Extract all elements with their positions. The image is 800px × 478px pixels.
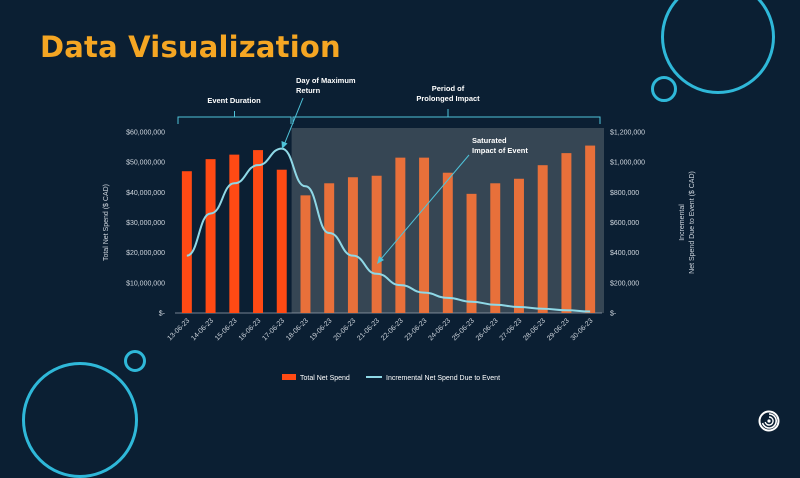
y-tick-label-left: $-	[159, 311, 166, 318]
y-tick-label-right: $1,000,000	[610, 160, 645, 167]
y-tick-label-right: $1,200,000	[610, 130, 645, 137]
x-tick-label: 26-06-23	[475, 317, 500, 342]
legend-label-incremental: Incremental Net Spend Due to Event	[386, 375, 500, 382]
annotation-prolonged-impact: Prolonged Impact	[416, 94, 480, 103]
y-axis-title-right: Net Spend Due to Event ($ CAD)	[689, 171, 696, 274]
legend-label-total-net-spend: Total Net Spend	[300, 375, 350, 382]
slide-title: Data Visualization	[40, 30, 341, 64]
arrow-saturated-impact	[380, 154, 470, 260]
decorative-ring-small-bottom-left	[124, 350, 146, 372]
bar-total-net-spend	[347, 177, 358, 313]
y-tick-label-right: $200,000	[610, 280, 639, 287]
prolonged-impact-bracket	[292, 116, 601, 124]
bar-total-net-spend	[561, 153, 572, 313]
decorative-ring-small-top-right	[651, 76, 677, 102]
x-tick-label: 29-06-23	[546, 317, 571, 342]
bar-total-net-spend	[324, 183, 335, 313]
series-line-incremental	[186, 147, 591, 313]
arrowhead-saturated-impact	[377, 256, 384, 264]
annotation-saturated-impact: Saturated	[472, 136, 507, 145]
decorative-ring-large-top-right	[661, 0, 775, 94]
annotation-event-duration: Event Duration	[207, 96, 261, 105]
event-duration-bracket	[177, 116, 292, 124]
y-axis-title-right: Incremental	[679, 204, 686, 241]
bar-total-net-spend	[442, 172, 453, 313]
x-tick-label: 14-06-23	[190, 317, 215, 342]
annotation-saturated-impact: Impact of Event	[472, 146, 528, 155]
bar-total-net-spend	[371, 175, 382, 313]
y-tick-label-right: $-	[610, 311, 617, 318]
y-tick-label-right: $600,000	[610, 220, 639, 227]
x-tick-label: 23-06-23	[404, 317, 429, 342]
x-tick-label: 18-06-23	[285, 317, 310, 342]
x-tick-label: 25-06-23	[451, 317, 476, 342]
legend-swatch-total-net-spend	[282, 374, 296, 380]
y-tick-label-left: $40,000,000	[126, 190, 165, 197]
y-tick-label-right: $800,000	[610, 190, 639, 197]
bar-total-net-spend	[537, 165, 548, 313]
arrow-max-return	[283, 97, 304, 146]
x-tick-label: 24-06-23	[427, 317, 452, 342]
bar-total-net-spend	[276, 169, 287, 313]
y-tick-label-left: $50,000,000	[126, 160, 165, 167]
y-axis-title-left: Total Net Spend ($ CAD)	[103, 184, 110, 261]
x-tick-label: 13-06-23	[167, 317, 192, 342]
x-tick-label: 17-06-23	[261, 317, 286, 342]
bar-total-net-spend	[253, 150, 264, 313]
annotation-max-return: Day of Maximum	[296, 76, 356, 85]
bar-total-net-spend	[181, 171, 192, 313]
x-tick-label: 15-06-23	[214, 317, 239, 342]
bar-total-net-spend	[466, 193, 477, 313]
y-tick-label-left: $20,000,000	[126, 250, 165, 257]
y-tick-label-right: $400,000	[610, 250, 639, 257]
x-tick-label: 28-06-23	[522, 317, 547, 342]
bar-total-net-spend	[490, 183, 501, 313]
x-tick-label: 16-06-23	[238, 317, 263, 342]
swirl-logo-icon	[758, 410, 780, 432]
x-tick-label: 21-06-23	[356, 317, 381, 342]
bar-total-net-spend	[395, 157, 406, 313]
annotation-max-return: Return	[296, 86, 321, 95]
y-tick-label-left: $60,000,000	[126, 130, 165, 137]
bar-total-net-spend	[513, 178, 524, 313]
annotation-prolonged-impact: Period of	[432, 84, 465, 93]
bar-total-net-spend	[585, 145, 596, 313]
arrowhead-max-return	[281, 141, 288, 149]
bar-total-net-spend	[205, 159, 216, 313]
x-tick-label: 30-06-23	[570, 317, 595, 342]
chart: $- $10,000,000 $20,000,000 $30,000,000 $40,0…	[103, 76, 696, 382]
bar-total-net-spend	[300, 195, 311, 313]
y-tick-label-left: $10,000,000	[126, 280, 165, 287]
y-tick-label-left: $30,000,000	[126, 220, 165, 227]
x-tick-label: 19-06-23	[309, 317, 334, 342]
bar-total-net-spend	[229, 154, 240, 313]
x-tick-label: 22-06-23	[380, 317, 405, 342]
x-tick-label: 20-06-23	[333, 317, 358, 342]
bar-total-net-spend	[419, 157, 430, 313]
x-tick-label: 27-06-23	[499, 317, 524, 342]
